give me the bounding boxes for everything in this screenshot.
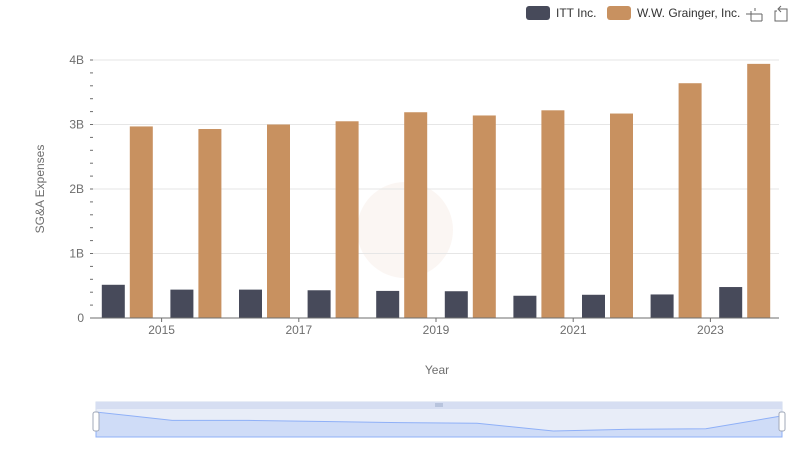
y-axis-label: SG&A Expenses — [33, 145, 47, 234]
bar-itt-2022[interactable] — [650, 294, 674, 318]
slider-grip[interactable] — [435, 403, 443, 407]
bar-itt-2014[interactable] — [101, 284, 125, 318]
y-tick-label: 2B — [69, 182, 84, 196]
y-tick-labels: 0 1B 2B 3B 4B — [69, 53, 84, 325]
legend-item-itt[interactable]: ITT Inc. — [526, 6, 596, 20]
reset-icon[interactable] — [774, 5, 788, 22]
x-tick-labels: 2015 2017 2019 2021 2023 — [148, 318, 724, 337]
bar-itt-2021[interactable] — [582, 294, 605, 318]
bar-itt-2019[interactable] — [444, 291, 468, 318]
bar-grainger-2021[interactable] — [610, 113, 633, 318]
bar-grainger-2018[interactable] — [404, 112, 428, 319]
legend-item-grainger[interactable]: W.W. Grainger, Inc. — [607, 6, 740, 20]
bar-grainger-2014[interactable] — [129, 126, 153, 318]
bar-itt-2016[interactable] — [239, 289, 262, 318]
bar-grainger-2020[interactable] — [541, 110, 565, 318]
bar-itt-2020[interactable] — [513, 295, 537, 318]
legend-swatch-itt — [526, 6, 550, 20]
y-tick-label: 1B — [69, 247, 84, 261]
legend-swatch-grainger — [607, 6, 631, 20]
bar-grainger-2017[interactable] — [335, 121, 359, 319]
x-tick-label: 2015 — [148, 323, 175, 337]
y-tick-label: 3B — [69, 118, 84, 132]
x-tick-label: 2021 — [560, 323, 587, 337]
bars — [101, 63, 771, 319]
zoom-icon[interactable] — [746, 8, 763, 22]
bar-grainger-2016[interactable] — [267, 124, 290, 319]
bar-itt-2017[interactable] — [307, 290, 331, 318]
bar-grainger-2022[interactable] — [678, 83, 702, 318]
bar-grainger-2023[interactable] — [747, 63, 771, 319]
bar-grainger-2019[interactable] — [472, 115, 496, 318]
bar-grainger-2015[interactable] — [198, 129, 222, 318]
bar-itt-2023[interactable] — [719, 287, 743, 318]
data-zoom-slider[interactable] — [92, 401, 786, 438]
x-tick-label: 2019 — [423, 323, 450, 337]
x-tick-label: 2023 — [697, 323, 724, 337]
bar-itt-2018[interactable] — [376, 290, 400, 318]
x-axis-label: Year — [425, 363, 449, 377]
y-tick-label: 0 — [77, 311, 84, 325]
y-minor-ticks — [90, 59, 93, 319]
legend: ITT Inc. W.W. Grainger, Inc. — [526, 6, 740, 20]
slider-handle-left[interactable] — [92, 411, 100, 432]
legend-label-grainger: W.W. Grainger, Inc. — [637, 6, 740, 20]
slider-handle-right[interactable] — [778, 411, 786, 432]
x-tick-label: 2017 — [285, 323, 312, 337]
legend-label-itt: ITT Inc. — [556, 6, 596, 20]
y-tick-label: 4B — [69, 53, 84, 67]
bar-itt-2015[interactable] — [170, 289, 194, 318]
